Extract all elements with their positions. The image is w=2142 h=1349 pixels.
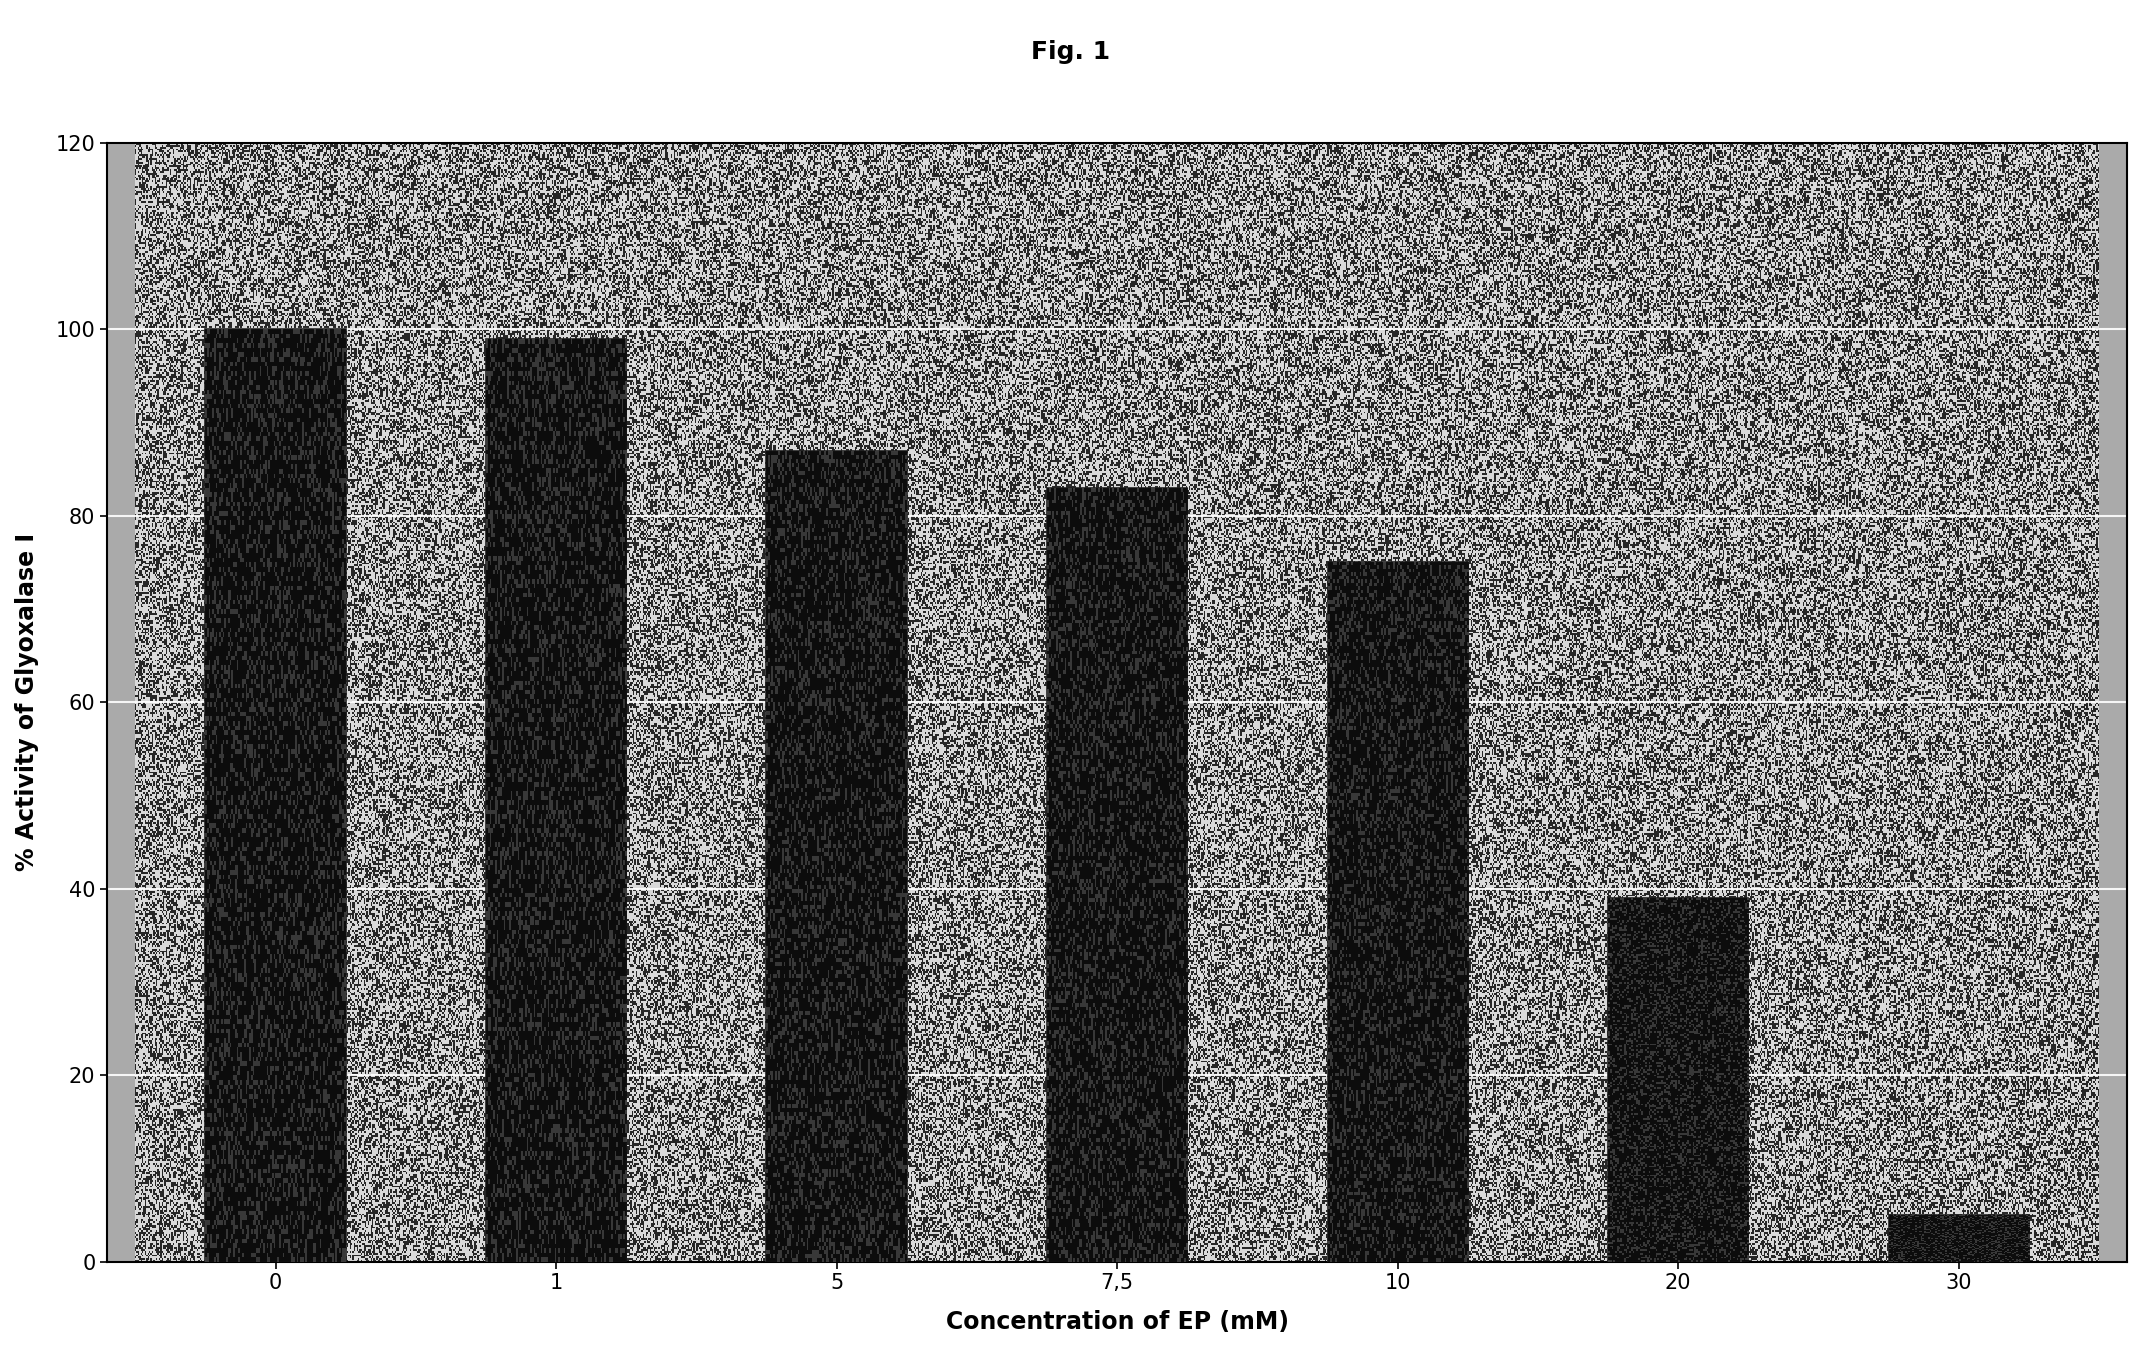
Text: Fig. 1: Fig. 1 [1032,40,1110,65]
Bar [1609,898,1748,1261]
Y-axis label: % Activity of Glyoxalase I: % Activity of Glyoxalase I [15,533,39,871]
Bar [767,451,906,1261]
Bar [206,329,345,1261]
X-axis label: Concentration of EP (mM): Concentration of EP (mM) [945,1310,1289,1334]
Bar [1047,488,1187,1261]
Bar [1889,1215,2028,1261]
Bar [1328,563,1467,1261]
Bar [486,339,625,1261]
